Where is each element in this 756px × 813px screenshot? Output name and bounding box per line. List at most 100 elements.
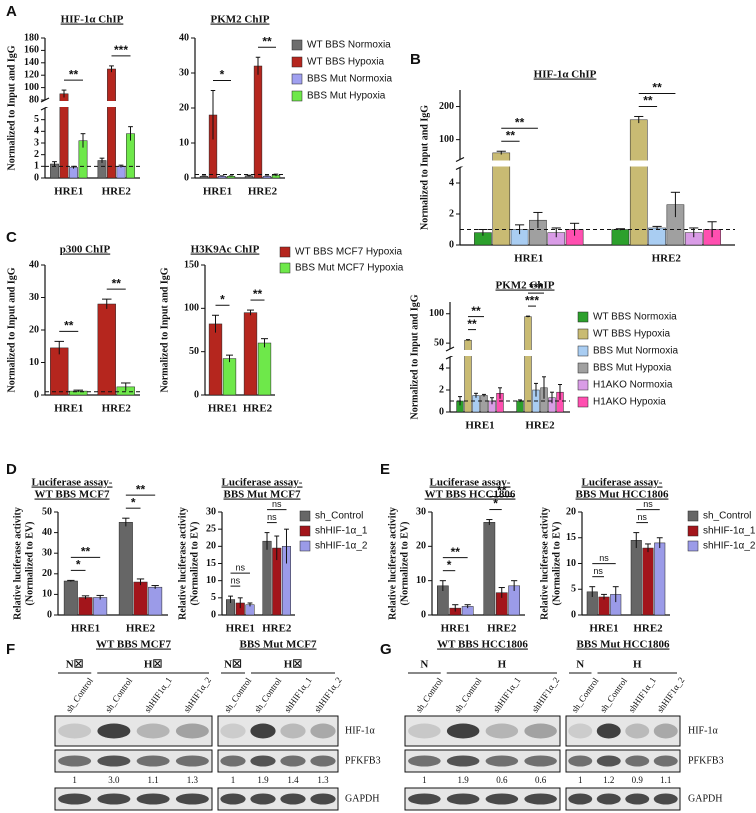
y-tick-label: 0 — [47, 609, 52, 620]
blot-membrane — [404, 787, 561, 811]
blot-band — [97, 723, 131, 739]
y-axis-label: Relative luciferase activity — [12, 507, 23, 620]
quantification: 1.4 — [287, 775, 299, 785]
significance-label: ns — [637, 512, 647, 522]
y-tick-label: 4 — [449, 177, 454, 188]
y-axis-label: Relative luciferase activity — [539, 507, 550, 620]
legend-label: H1AKO Normoxia — [593, 380, 673, 391]
y-tick-label: 20 — [179, 102, 189, 113]
y-axis-label: Relative luciferase activity — [177, 507, 188, 620]
legend-swatch — [291, 56, 303, 68]
x-tick-label: HRE1 — [465, 420, 494, 432]
legend-label: BBS Mut Hypoxia — [307, 91, 386, 102]
bar — [598, 596, 610, 616]
chart-title: Luciferase assay- — [222, 477, 303, 489]
significance-label: ** — [64, 319, 74, 333]
significance-label: ** — [506, 128, 516, 142]
protein-label: PFKFB3 — [688, 755, 724, 766]
legend-label: WT BBS Hypoxia — [307, 57, 384, 68]
bar — [97, 160, 107, 179]
significance-label: ** — [497, 484, 507, 498]
blot-band — [250, 723, 276, 739]
legend-swatch — [687, 510, 699, 522]
y-tick-label: 20 — [416, 541, 426, 552]
y-tick-label: 30 — [179, 67, 189, 78]
x-tick-label: HRE2 — [126, 623, 156, 635]
chart-title: Luciferase assay- — [32, 477, 113, 489]
chart-title: HIF-1α ChIP — [534, 69, 597, 81]
lane-label: sh_Control — [414, 675, 445, 714]
y-tick-label: 10 — [416, 575, 426, 586]
x-tick-label: HRE2 — [487, 623, 517, 635]
group-label: H — [633, 659, 642, 671]
blot-title: WT BBS HCC1806 — [437, 639, 528, 651]
bar — [472, 395, 480, 413]
blot-band — [524, 755, 557, 767]
blot-band — [446, 793, 480, 805]
y-tick-label: 180 — [24, 32, 39, 43]
legend-swatch — [291, 90, 303, 102]
y-tick-label: 0 — [439, 406, 444, 417]
y-tick-label: 15 — [206, 558, 216, 569]
lane-label: shHIF1α_2 — [312, 675, 344, 714]
x-tick-label: HRE1 — [54, 403, 83, 415]
blot-membrane — [404, 749, 561, 773]
bar — [78, 597, 93, 616]
group-label: N — [420, 659, 428, 671]
y-axis-label: Normalized to Input and IgG — [409, 294, 420, 419]
blot-band — [625, 723, 650, 739]
significance-label: * — [447, 558, 452, 572]
legend-label: shHIF-1α_2 — [315, 541, 368, 552]
y-tick-label: 50 — [434, 337, 444, 348]
blot-band — [653, 723, 678, 739]
legend-swatch — [577, 328, 589, 340]
bar — [524, 316, 532, 413]
y-tick-label: 80 — [29, 94, 39, 105]
significance-label: ns — [267, 512, 277, 522]
significance-label: ns — [231, 575, 241, 585]
blot-membrane — [565, 715, 681, 747]
y-axis-label: (Normalized to EV) — [189, 522, 200, 606]
legend-label: shHIF-1α_1 — [315, 526, 368, 537]
legend-label: WT BBS MCF7 Hypoxia — [295, 247, 402, 258]
y-tick-label: 100 — [439, 134, 454, 145]
y-axis-label: Normalized to Input and IgG — [6, 45, 17, 170]
chart-title: PKM2 ChIP — [211, 14, 270, 26]
quantification: 1.3 — [187, 775, 199, 785]
y-tick-label: 100 — [24, 82, 39, 93]
significance-label: *** — [114, 43, 128, 57]
y-tick-label: 4 — [439, 362, 444, 373]
significance-label: ** — [451, 545, 461, 559]
chart-title: p300 ChIP — [60, 244, 111, 256]
blot-band — [485, 723, 519, 739]
blot-band — [58, 755, 92, 767]
y-tick-label: 0 — [421, 609, 426, 620]
significance-label: ** — [253, 287, 263, 301]
x-tick-label: HRE2 — [633, 623, 663, 635]
group-label: N☒ — [66, 659, 84, 671]
legend-label: shHIF-1α_1 — [703, 526, 756, 537]
x-tick-label: HRE1 — [226, 623, 255, 635]
blot-band — [220, 755, 246, 767]
bar — [648, 227, 666, 246]
blot-band — [485, 755, 519, 767]
blot-band — [97, 755, 131, 767]
protein-label: HIF-1α — [688, 725, 718, 736]
y-tick-label: 5 — [34, 114, 39, 125]
y-tick-label: 2 — [34, 149, 39, 160]
lane-label: shHIF1α_1 — [142, 675, 174, 714]
blot-band — [136, 793, 170, 805]
bar — [654, 542, 666, 616]
lane-label: sh_Control — [252, 675, 283, 714]
bar — [262, 540, 272, 616]
y-axis-label: Relative luciferase activity — [387, 507, 398, 620]
significance-label: * — [131, 495, 136, 509]
blot-band — [310, 755, 336, 767]
bar — [107, 68, 116, 179]
legend-label: sh_Control — [703, 511, 751, 522]
significance-label: ** — [467, 317, 477, 331]
blot-band — [596, 793, 621, 805]
x-tick-label: HRE2 — [243, 403, 273, 415]
legend-swatch — [279, 262, 291, 274]
legend-label: shHIF-1α_2 — [703, 541, 756, 552]
